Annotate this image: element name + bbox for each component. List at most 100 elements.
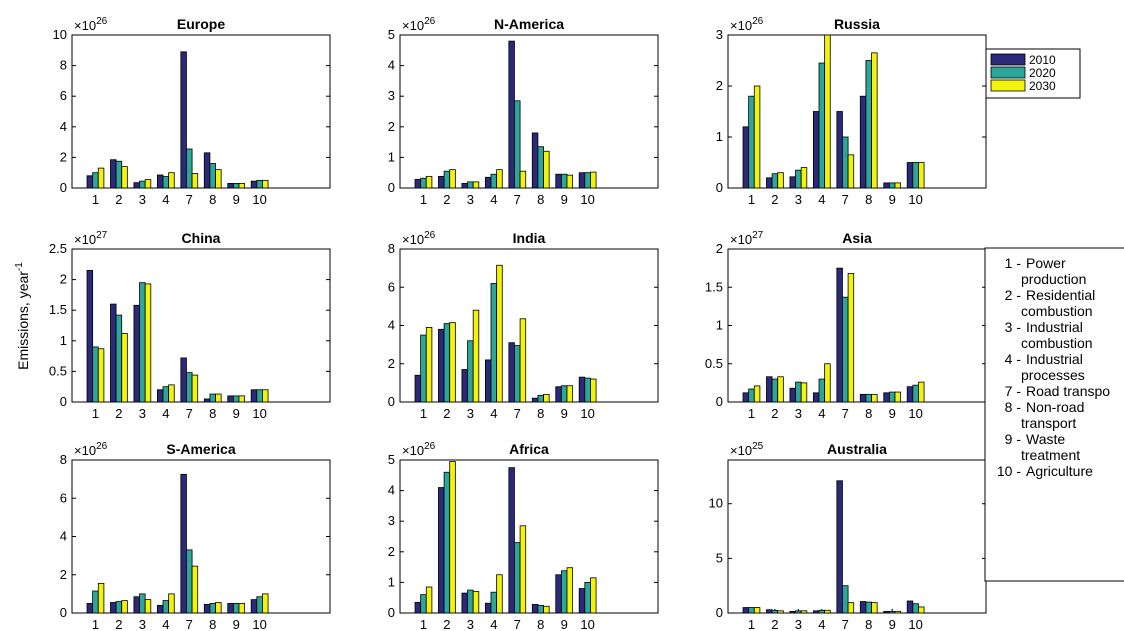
x-tick-label: 3 — [139, 617, 146, 631]
bar-2010-cat-3 — [789, 610, 796, 614]
y-tick-label: 2 — [388, 119, 395, 134]
x-tick-label: 3 — [795, 192, 802, 207]
bar-2020-cat-10 — [584, 582, 591, 614]
legend-swatch-2010 — [990, 53, 1026, 66]
bar-2010-cat-9 — [227, 395, 234, 403]
x-tick-label: 9 — [889, 406, 896, 421]
bar-2020-cat-1 — [748, 388, 755, 403]
panel-title: India — [513, 230, 546, 246]
bar-2030-cat-8 — [871, 52, 878, 189]
y-tick-label: 8 — [60, 452, 67, 467]
bar-2010-cat-4 — [156, 389, 164, 403]
x-tick-label: 7 — [186, 406, 193, 421]
panel-india: India ×1026 0 2 4 6 8 1 2 3 4 7 8 9 10 — [388, 230, 659, 421]
bar-2030-cat-10 — [262, 179, 269, 189]
bar-2030-cat-8 — [543, 150, 550, 189]
bar-2010-cat-4 — [484, 176, 492, 189]
y-tick-label: 4 — [388, 58, 395, 73]
y-tick-label: 1 — [716, 318, 723, 333]
y-tick-label: 2 — [60, 149, 67, 164]
panel-n-america: N-America ×1026 0 1 2 3 4 5 1 2 3 4 7 8 9 10 — [388, 16, 659, 207]
bar-2020-cat-7 — [842, 296, 849, 403]
x-tick-label: 8 — [209, 617, 216, 631]
bar-2010-cat-2 — [110, 303, 117, 403]
x-tick-label: 10 — [580, 192, 594, 207]
bar-2030-cat-3 — [800, 382, 808, 403]
bar-2030-cat-2 — [777, 610, 784, 614]
bar-2020-cat-3 — [139, 282, 146, 403]
bar-2020-cat-2 — [115, 160, 123, 189]
bar-2030-cat-2 — [449, 322, 456, 403]
y-tick-label: 0 — [388, 180, 395, 195]
bar-2030-cat-9 — [238, 603, 246, 614]
bar-2030-cat-7 — [191, 374, 199, 403]
bar-2030-cat-10 — [590, 577, 597, 614]
bar-2020-cat-10 — [912, 603, 919, 614]
bar-2030-cat-7 — [519, 318, 527, 403]
bar-2020-cat-1 — [92, 172, 99, 189]
bar-2030-cat-3 — [472, 591, 480, 614]
bar-2010-cat-8 — [859, 601, 867, 614]
bar-2030-cat-8 — [543, 393, 550, 403]
bar-2010-cat-8 — [531, 132, 539, 189]
x-tick-label: 4 — [162, 406, 169, 421]
y-tick-label: 1 — [388, 574, 395, 589]
bar-2010-cat-9 — [555, 173, 562, 189]
axis-exponent: ×1026 — [74, 441, 108, 458]
bar-2030-cat-4 — [824, 609, 831, 614]
panel-australia: Australia ×1025 0 5 10 1 2 3 4 7 8 9 10 — [709, 441, 987, 631]
panel-africa: Africa ×1026 0 1 2 3 4 5 1 2 3 4 7 8 9 10 — [388, 441, 659, 631]
bar-2010-cat-10 — [250, 389, 258, 403]
y-tick-label: 4 — [388, 318, 395, 333]
bar-2010-cat-4 — [156, 174, 164, 189]
x-tick-label: 2 — [115, 406, 122, 421]
bar-2020-cat-4 — [818, 62, 826, 189]
category-desc-2: Residential — [1026, 287, 1095, 303]
plot-area — [399, 34, 659, 189]
bar-2020-cat-2 — [771, 609, 779, 614]
bar-2030-cat-10 — [262, 389, 269, 403]
bar-2030-cat-10 — [590, 378, 597, 403]
category-desc-4: processes — [1021, 367, 1085, 383]
bar-2020-cat-1 — [748, 95, 755, 189]
plot-area — [727, 459, 987, 614]
bar-2010-cat-7 — [836, 111, 843, 189]
x-tick-label: 9 — [561, 192, 568, 207]
bar-2020-cat-8 — [537, 146, 544, 189]
bar-2030-cat-1 — [753, 85, 761, 189]
x-tick-label: 4 — [818, 192, 825, 207]
bar-2030-cat-8 — [871, 393, 878, 403]
bar-2010-cat-3 — [461, 183, 468, 189]
panel-s-america: S-America ×1026 0 2 4 6 8 1 2 3 4 7 8 9 10 — [60, 441, 331, 631]
y-tick-label: 2.5 — [49, 241, 67, 256]
bar-2020-cat-3 — [795, 610, 802, 614]
bar-2030-cat-9 — [894, 182, 902, 189]
bar-2030-cat-7 — [519, 525, 527, 614]
bar-2010-cat-1 — [86, 270, 94, 403]
bar-2020-cat-1 — [748, 607, 755, 614]
x-tick-label: 1 — [420, 617, 427, 631]
category-desc-3: combustion — [1021, 335, 1093, 351]
y-tick-label: 0 — [60, 605, 67, 620]
y-tick-label: 2 — [388, 356, 395, 371]
bar-2020-cat-10 — [584, 172, 591, 189]
bar-2010-cat-10 — [906, 600, 914, 614]
bar-2030-cat-4 — [168, 384, 175, 403]
x-tick-label: 4 — [818, 617, 825, 631]
x-tick-label: 8 — [537, 192, 544, 207]
bar-2030-cat-1 — [97, 167, 105, 189]
bar-2010-cat-7 — [836, 267, 843, 403]
legend-label-2030: 2030 — [1029, 79, 1056, 93]
y-tick-label: 0.5 — [705, 356, 723, 371]
x-tick-label: 1 — [92, 406, 99, 421]
bar-2020-cat-7 — [842, 585, 849, 614]
bar-2030-cat-4 — [168, 593, 175, 614]
category-code-9: 9 - — [1005, 431, 1022, 447]
y-tick-label: 1 — [716, 129, 723, 144]
bar-2030-cat-7 — [191, 173, 199, 189]
x-tick-label: 4 — [162, 617, 169, 631]
x-tick-label: 2 — [443, 406, 450, 421]
y-tick-label: 0 — [716, 394, 723, 409]
